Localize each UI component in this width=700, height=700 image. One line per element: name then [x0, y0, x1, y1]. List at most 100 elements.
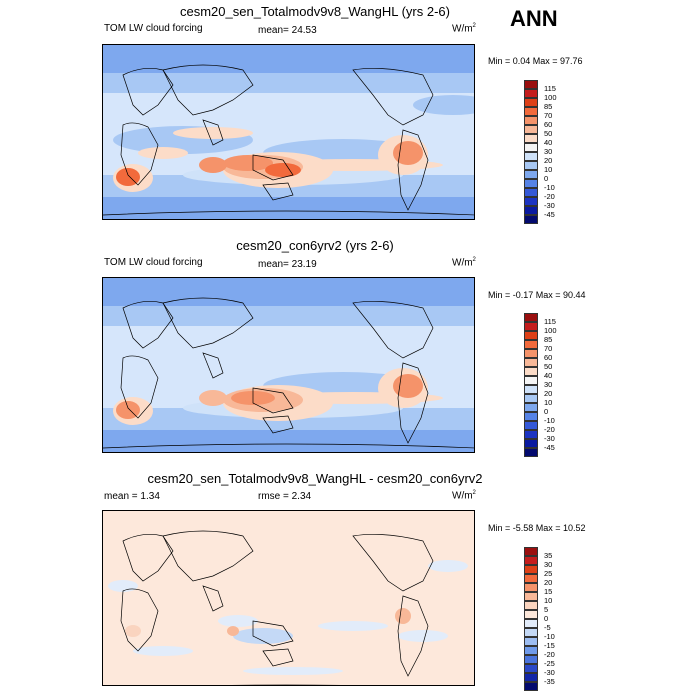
panel-3-rmse: rmse = 2.34	[258, 491, 312, 502]
colorbar-label: 85	[544, 335, 553, 344]
colorbar-cell	[524, 556, 538, 565]
colorbar-cell	[524, 574, 538, 583]
colorbar-cell	[524, 628, 538, 637]
colorbar-cell	[524, 116, 538, 125]
panel-2-title: cesm20_con6yrv2 (yrs 2-6)	[236, 238, 394, 253]
colorbar-label: 50	[544, 129, 553, 138]
colorbar-cell	[524, 682, 538, 691]
panel-3-colorbar: 35 30 25 20 15 10 5 0 -5 -10 -15 -20 -25 -30 -35	[524, 547, 555, 691]
panel-3-minmax: Min = -5.58 Max = 10.52	[488, 523, 586, 533]
colorbar-cell	[524, 340, 538, 349]
colorbar-label: -20	[544, 192, 555, 201]
colorbar-label: -25	[544, 659, 555, 668]
colorbar-label: 115	[544, 317, 556, 326]
panel-1-minmax: Min = 0.04 Max = 97.76	[488, 56, 583, 66]
colorbar-label: 70	[544, 344, 553, 353]
colorbar-label: -30	[544, 434, 555, 443]
colorbar-label: 100	[544, 326, 557, 335]
colorbar-cell	[524, 592, 538, 601]
colorbar-cell	[524, 215, 538, 224]
colorbar-label: 60	[544, 120, 553, 129]
colorbar-cell	[524, 331, 538, 340]
colorbar-cell	[524, 125, 538, 134]
colorbar-label: -20	[544, 650, 555, 659]
colorbar-cell	[524, 583, 538, 592]
colorbar-label: -45	[544, 210, 555, 219]
colorbar-label: 15	[544, 587, 553, 596]
colorbar-label: 20	[544, 578, 553, 587]
panel-1-title: cesm20_sen_Totalmodv9v8_WangHL (yrs 2-6)	[180, 4, 450, 19]
colorbar-cell	[524, 565, 538, 574]
colorbar-label: -35	[544, 677, 555, 686]
colorbar-cell	[524, 89, 538, 98]
colorbar-label: -20	[544, 425, 555, 434]
panel-3-map	[102, 510, 475, 686]
panel-2-colorbar: 115 100 85 70 60 50 40 30 20 10 0 -10 -20 -30 -45	[524, 313, 557, 457]
colorbar-label: 0	[544, 174, 549, 183]
colorbar-label: -10	[544, 632, 555, 641]
colorbar-cell	[524, 421, 538, 430]
panel-1-map	[102, 44, 475, 220]
colorbar-cell	[524, 134, 538, 143]
season-label: ANN	[510, 6, 558, 31]
colorbar-cell	[524, 385, 538, 394]
colorbar-label: -30	[544, 201, 555, 210]
colorbar-label: 30	[544, 560, 553, 569]
colorbar-cell	[524, 152, 538, 161]
colorbar-cell	[524, 179, 538, 188]
colorbar-cell	[524, 655, 538, 664]
panel-1-map-svg	[103, 45, 474, 219]
colorbar-cell	[524, 107, 538, 116]
colorbar-label: 115	[544, 84, 556, 93]
colorbar-label: -10	[544, 183, 555, 192]
colorbar-cell	[524, 664, 538, 673]
colorbar-label: 30	[544, 147, 553, 156]
colorbar-label: 0	[544, 614, 549, 623]
panel-1-mean: mean= 24.53	[258, 25, 317, 36]
colorbar-label: 10	[544, 398, 553, 407]
panel-1-left-label: TOM LW cloud forcing	[104, 23, 203, 34]
colorbar-label: 20	[544, 156, 553, 165]
panel-2-map-svg	[103, 278, 474, 452]
colorbar-cell	[524, 673, 538, 682]
colorbar-label: 25	[544, 569, 553, 578]
panel-1-units: W/m2	[452, 23, 476, 35]
panel-3-left-label: mean = 1.34	[104, 491, 160, 502]
colorbar-cell	[524, 80, 538, 89]
colorbar-label: 10	[544, 165, 553, 174]
colorbar-cell	[524, 394, 538, 403]
colorbar-label: 50	[544, 362, 553, 371]
colorbar-cell	[524, 637, 538, 646]
colorbar-label: 40	[544, 138, 553, 147]
colorbar-label: 10	[544, 596, 553, 605]
panel-3-map-svg	[103, 511, 474, 685]
panel-3-units: W/m2	[452, 490, 476, 502]
panel-2-left-label: TOM LW cloud forcing	[104, 257, 203, 268]
panel-2-map	[102, 277, 475, 453]
colorbar-cell	[524, 646, 538, 655]
colorbar-label: 60	[544, 353, 553, 362]
colorbar-label: -5	[544, 623, 551, 632]
colorbar-cell	[524, 98, 538, 107]
colorbar-cell	[524, 376, 538, 385]
panel-2-mean: mean= 23.19	[258, 259, 317, 270]
colorbar-cell	[524, 439, 538, 448]
colorbar-cell	[524, 197, 538, 206]
colorbar-label: -15	[544, 641, 555, 650]
colorbar-cell	[524, 143, 538, 152]
colorbar-label: -10	[544, 416, 555, 425]
panel-1-colorbar: 115 100 85 70 60 50 40 30 20 10 0 -10 -20 -30 -45	[524, 80, 557, 224]
colorbar-cell	[524, 188, 538, 197]
colorbar-cell	[524, 619, 538, 628]
colorbar-label: -30	[544, 668, 555, 677]
colorbar-label: 20	[544, 389, 553, 398]
colorbar-cell	[524, 547, 538, 556]
colorbar-label: 5	[544, 605, 549, 614]
colorbar-cell	[524, 610, 538, 619]
colorbar-label: 35	[544, 551, 553, 560]
colorbar-cell	[524, 430, 538, 439]
colorbar-cell	[524, 170, 538, 179]
colorbar-cell	[524, 206, 538, 215]
colorbar-cell	[524, 367, 538, 376]
colorbar-cell	[524, 412, 538, 421]
